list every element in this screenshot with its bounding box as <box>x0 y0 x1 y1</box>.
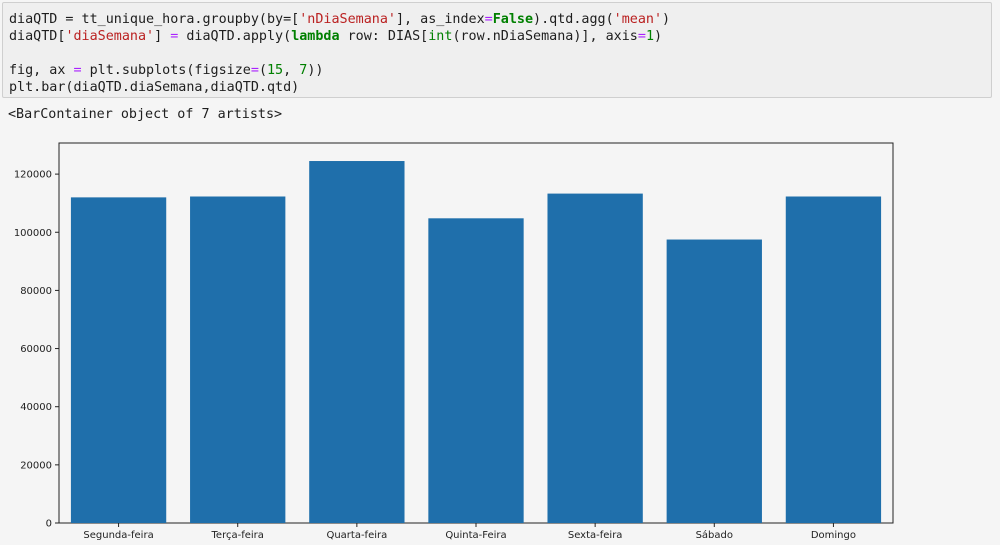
bar <box>785 196 882 523</box>
code-token: 7 <box>299 63 308 78</box>
x-tick-label: Terça-feira <box>211 530 264 541</box>
y-tick-label: 120000 <box>14 170 52 181</box>
bar <box>547 193 643 523</box>
bar <box>428 218 524 523</box>
y-tick-label: 40000 <box>20 402 52 413</box>
y-tick-label: 20000 <box>20 460 52 471</box>
code-line: fig, ax = plt.subplots(figsize=(15, 7)) <box>9 62 991 79</box>
bar <box>666 239 762 523</box>
code-line <box>9 45 991 62</box>
x-tick-label: Domingo <box>811 530 856 541</box>
code-token: ] <box>154 29 171 44</box>
code-token: ( <box>258 63 267 78</box>
cell-output: <BarContainer object of 7 artists> <box>8 107 283 122</box>
code-token: (row.nDiaSemana)], axis <box>452 29 638 44</box>
bar <box>309 161 405 524</box>
code-cell[interactable]: diaQTD = tt_unique_hora.groupby(by=['nDi… <box>2 2 992 98</box>
code-line: plt.bar(diaQTD.diaSemana,diaQTD.qtd) <box>9 79 991 96</box>
x-tick-label: Quarta-feira <box>326 530 387 541</box>
y-tick-label: 100000 <box>14 228 52 239</box>
code-token: )) <box>307 63 324 78</box>
code-token: diaQTD[ <box>9 29 66 44</box>
code-token: ) <box>662 12 671 27</box>
x-tick-label: Segunda-feira <box>83 530 153 541</box>
code-token: ) <box>654 29 663 44</box>
code-token: 15 <box>267 63 284 78</box>
code-token: = <box>250 63 259 78</box>
x-tick-label: Quinta-Feira <box>445 530 506 541</box>
code-token: = <box>73 63 82 78</box>
code-token: , <box>283 63 300 78</box>
code-token: ], as_index <box>395 12 485 27</box>
code-line: diaQTD = tt_unique_hora.groupby(by=['nDi… <box>9 11 991 28</box>
code-token: = <box>484 12 493 27</box>
x-tick-label: Sexta-feira <box>568 530 623 541</box>
code-token: fig, ax <box>9 63 74 78</box>
code-token: int <box>428 29 453 44</box>
code-line: diaQTD['diaSemana'] = diaQTD.apply(lambd… <box>9 28 991 45</box>
code-token: row: DIAS[ <box>339 29 429 44</box>
code-token: diaQTD.apply( <box>178 29 292 44</box>
code-token: ).qtd.agg( <box>533 12 614 27</box>
code-token: 'diaSemana' <box>65 29 155 44</box>
plot-frame <box>58 142 894 524</box>
code-token: 'nDiaSemana' <box>299 12 396 27</box>
code-token: False <box>492 12 534 27</box>
code-token: diaQTD = tt_unique_hora.groupby(by=[ <box>9 12 300 27</box>
y-tick-label: 80000 <box>20 286 52 297</box>
x-tick-label: Sábado <box>696 529 733 541</box>
code-token: plt.subplots(figsize <box>81 63 251 78</box>
code-token: 'mean' <box>613 12 663 27</box>
bar <box>70 197 167 524</box>
y-tick-label: 60000 <box>20 344 52 355</box>
code-token: = <box>170 29 179 44</box>
bar <box>190 196 286 523</box>
code-editor[interactable]: diaQTD = tt_unique_hora.groupby(by=['nDi… <box>9 11 991 96</box>
y-tick-label: 0 <box>46 519 52 530</box>
code-token: = <box>637 29 646 44</box>
code-token: lambda <box>291 29 340 44</box>
code-token: plt.bar(diaQTD.diaSemana,diaQTD.qtd) <box>9 80 300 95</box>
code-token: 1 <box>645 29 654 44</box>
